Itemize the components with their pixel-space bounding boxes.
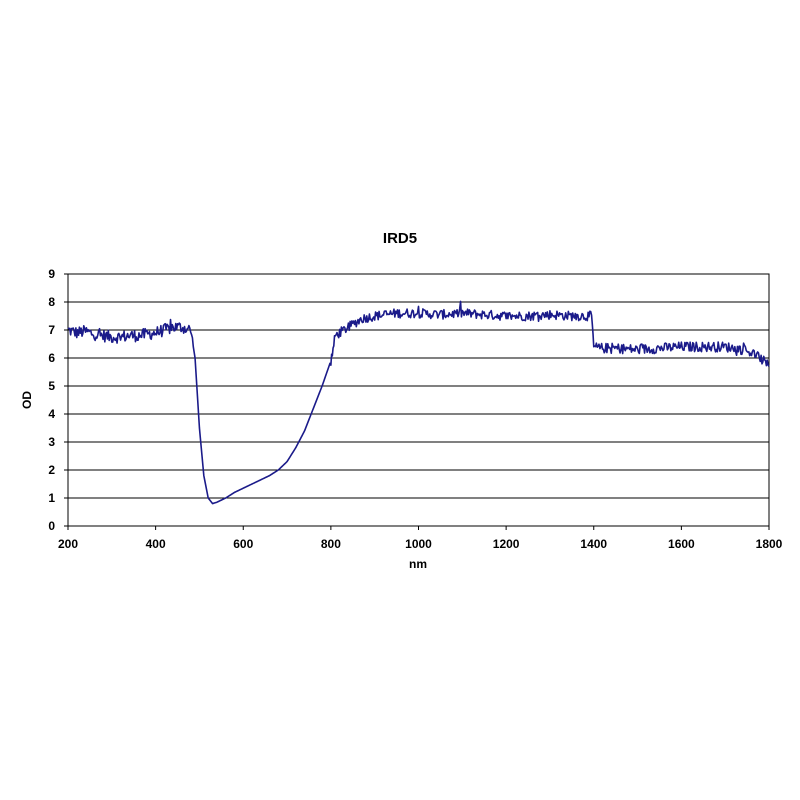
x-axis-label: nm [409, 557, 427, 571]
y-tick-label: 3 [48, 435, 55, 449]
series-group [67, 300, 770, 505]
y-tick-label: 9 [48, 267, 55, 281]
y-axis-ticks: 0 1 2 3 4 5 6 7 8 9 [48, 267, 68, 533]
x-tick-label: 1000 [405, 537, 432, 551]
x-tick-label: 1400 [580, 537, 607, 551]
x-tick-label: 400 [146, 537, 166, 551]
x-tick-label: 1600 [668, 537, 695, 551]
y-tick-label: 4 [48, 407, 55, 421]
x-tick-label: 200 [58, 537, 78, 551]
x-axis-ticks: 200 400 600 800 1000 1200 1400 1600 1800 [58, 526, 783, 551]
y-tick-label: 5 [48, 379, 55, 393]
x-tick-label: 800 [321, 537, 341, 551]
chart-title: IRD5 [383, 230, 417, 247]
y-tick-label: 0 [48, 519, 55, 533]
y-axis-label: OD [20, 391, 34, 409]
series-line-0 [67, 300, 770, 505]
y-tick-label: 2 [48, 463, 55, 477]
y-tick-label: 6 [48, 351, 55, 365]
y-tick-label: 7 [48, 323, 55, 337]
y-tick-label: 1 [48, 491, 55, 505]
y-tick-label: 8 [48, 295, 55, 309]
x-tick-label: 600 [233, 537, 253, 551]
gridlines [68, 301, 769, 499]
x-tick-label: 1800 [756, 537, 783, 551]
x-tick-label: 1200 [493, 537, 520, 551]
